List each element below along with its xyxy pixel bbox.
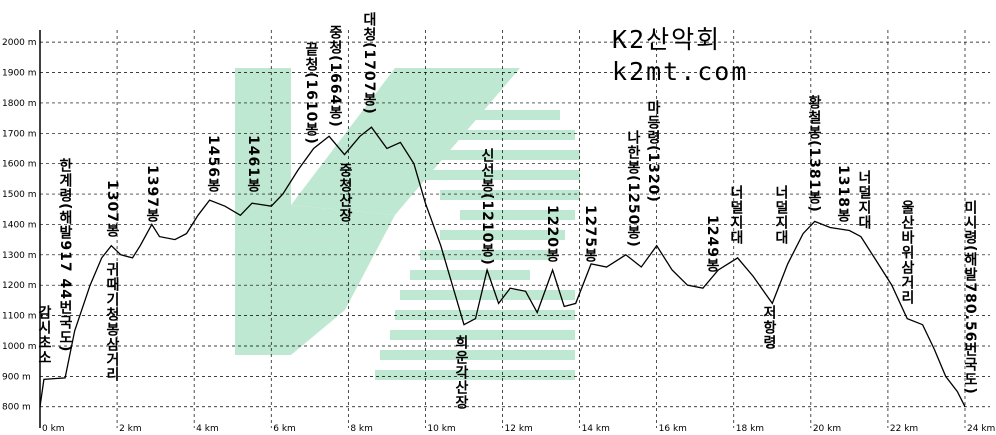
y-tick-label: 1100 m	[2, 312, 37, 322]
y-tick-label: 1800 m	[2, 99, 37, 109]
y-tick-label: 1700 m	[2, 129, 37, 139]
y-tick-label: 1400 m	[2, 220, 37, 230]
annotation: 1456봉	[205, 135, 221, 193]
x-tick-label: 16 km	[659, 424, 687, 434]
annotation: 대청(1707봉)	[361, 12, 377, 115]
annotation: 1318봉	[835, 165, 851, 223]
x-tick-label: 20 km	[813, 424, 841, 434]
x-tick-label: 12 km	[505, 424, 533, 434]
annotation: 황철봉(1381봉)	[806, 94, 822, 212]
x-tick-label: 24 km	[967, 424, 995, 434]
watermark-diagonal	[291, 68, 520, 215]
x-tick-label: 6 km	[273, 424, 296, 434]
watermark	[235, 68, 580, 380]
annotation: 중청(1664봉)	[327, 25, 343, 128]
annotation: 한계령(해발917 44번국도)	[57, 158, 73, 352]
y-tick-label: 2000 m	[2, 38, 37, 48]
annotation: 끝청(1610봉)	[303, 42, 319, 145]
y-tick-label: 800 m	[2, 403, 31, 413]
annotation: 울산바위삼거리	[899, 199, 915, 305]
annotation: 1397봉	[144, 165, 160, 223]
annotation: 1220봉	[544, 205, 560, 263]
y-tick-label: 1600 m	[2, 160, 37, 170]
annotation: 나한봉(1250봉)	[625, 130, 641, 248]
x-tick-label: 22 km	[890, 424, 918, 434]
y-tick-label: 900 m	[2, 372, 31, 382]
x-tick-label: 0 km	[42, 424, 65, 434]
watermark-diagonal	[291, 205, 395, 355]
annotation: 신선봉(1210봉)	[479, 148, 495, 266]
y-tick-label: 1300 m	[2, 251, 37, 261]
annotation: 너덜지대	[856, 170, 872, 230]
annotation: 귀때기청봉삼거리	[104, 261, 120, 382]
logo-title: K2산악회	[612, 25, 721, 54]
y-tick-label: 1000 m	[2, 342, 37, 352]
y-tick-label: 1200 m	[2, 281, 37, 291]
annotation: 너덜지대	[773, 185, 789, 245]
annotation: 감시초소	[36, 304, 52, 365]
logo-url: k2mt.com	[612, 57, 748, 86]
annotation: 1275봉	[582, 205, 598, 263]
annotation: 1461봉	[245, 135, 261, 193]
x-tick-label: 4 km	[196, 424, 219, 434]
x-tick-label: 10 km	[427, 424, 455, 434]
x-tick-label: 2 km	[119, 424, 142, 434]
annotation: 미시령(해발780.56번국도)	[962, 200, 978, 395]
x-tick-label: 18 km	[736, 424, 764, 434]
y-tick-label: 1900 m	[2, 69, 37, 79]
annotation: 마등령(1320)	[645, 100, 661, 203]
annotation: 1307봉	[104, 180, 120, 238]
annotation: 중청산장	[337, 163, 353, 223]
plot	[39, 126, 966, 407]
annotation: 저항령	[761, 305, 777, 350]
annotation: 너덜지대	[728, 185, 744, 245]
annotation: 희운각산장	[453, 335, 469, 410]
x-tick-label: 8 km	[350, 424, 373, 434]
annotation: 1249봉	[704, 215, 720, 273]
grid	[39, 30, 990, 428]
x-tick-label: 14 km	[582, 424, 610, 434]
y-tick-label: 1500 m	[2, 190, 37, 200]
elevation-line	[39, 126, 966, 407]
